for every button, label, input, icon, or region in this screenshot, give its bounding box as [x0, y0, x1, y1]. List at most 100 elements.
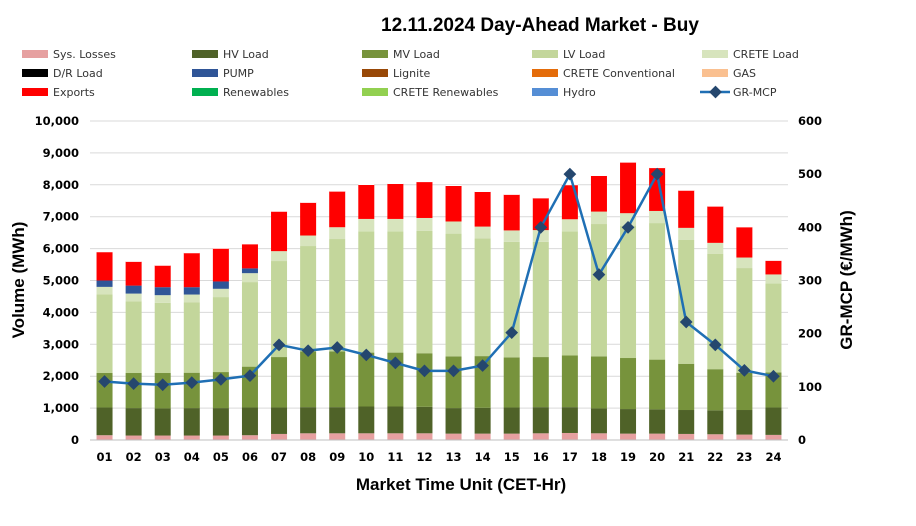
bar-hv-load [707, 410, 724, 435]
bar-exports [503, 194, 520, 231]
legend-swatch-crete-renewables [362, 88, 388, 96]
bar-hv-load [358, 406, 375, 434]
bar-lv-load [154, 302, 171, 374]
bar-hv-load [329, 407, 346, 434]
x-axis-label: Market Time Unit (CET-Hr) [356, 475, 566, 494]
bar-stack-06 [241, 243, 258, 440]
bar-stack-19 [620, 161, 637, 440]
bar-sys-losses [474, 433, 491, 440]
legend-marker-gr-mcp [709, 85, 722, 99]
bar-hv-load [416, 406, 433, 434]
legend-label-gas: GAS [733, 67, 756, 80]
legend-label-gr-mcp: GR-MCP [733, 86, 777, 99]
bar-mv-load [649, 359, 666, 410]
legend: Sys. Losses HV Load MV Load LV Load CRETE Lo… [22, 48, 799, 99]
bar-crete-load [154, 295, 171, 303]
bar-stack-09 [329, 190, 346, 440]
bar-sys-losses [736, 434, 753, 440]
y-axis-label: Volume (MWh) [9, 222, 28, 339]
bar-stack-07 [271, 210, 288, 440]
bar-sys-losses [96, 435, 113, 440]
bar-exports [707, 206, 724, 243]
bar-lv-load [678, 239, 695, 364]
legend-item-hv-load: HV Load [192, 48, 269, 61]
bar-exports [474, 191, 491, 227]
bar-mv-load [474, 356, 491, 408]
bar-exports [765, 260, 782, 275]
bar-exports [590, 175, 607, 212]
bar-exports [241, 243, 258, 269]
legend-item-hydro: Hydro [532, 86, 596, 99]
legend-swatch-lignite [362, 69, 388, 77]
bar-hv-load [183, 408, 200, 436]
bar-crete-load [445, 221, 462, 234]
bar-sys-losses [300, 433, 317, 440]
x-tick-label: 18 [591, 450, 607, 464]
bar-lv-load [125, 301, 142, 374]
legend-label-pump: PUMP [223, 67, 254, 80]
bar-sys-losses [329, 433, 346, 440]
gr-mcp-line [98, 167, 780, 392]
x-tick-label: 04 [184, 450, 200, 464]
bar-lv-load [736, 268, 753, 373]
bar-crete-load [183, 294, 200, 303]
bar-mv-load [678, 363, 695, 411]
legend-item-gr-mcp: GR-MCP [700, 85, 777, 99]
legend-item-exports: Exports [22, 86, 95, 99]
bar-sys-losses [212, 435, 229, 440]
x-tick-label: 08 [300, 450, 316, 464]
bar-crete-load [300, 235, 317, 247]
bar-mv-load [532, 357, 549, 408]
bar-sys-losses [154, 435, 171, 440]
y-tick-label: 9,000 [43, 146, 79, 160]
bar-sys-losses [416, 433, 433, 440]
bar-hv-load [561, 407, 578, 433]
bar-stack-01 [96, 251, 113, 440]
bar-lv-load [358, 231, 375, 353]
bar-sys-losses [532, 433, 549, 440]
bar-sys-losses [241, 435, 258, 440]
bar-exports [125, 261, 142, 286]
legend-swatch-exports [22, 88, 48, 96]
legend-label-sys-losses: Sys. Losses [53, 48, 116, 61]
bar-stack-20 [649, 167, 666, 440]
bar-hv-load [474, 407, 491, 434]
bar-exports [736, 226, 753, 258]
x-tick-label: 14 [475, 450, 491, 464]
bar-mv-load [620, 358, 637, 410]
chart-title: 12.11.2024 Day-Ahead Market - Buy [381, 15, 699, 36]
bar-hv-load [649, 409, 666, 434]
bar-mv-load [765, 372, 782, 408]
y-tick-label: 3,000 [43, 337, 79, 351]
x-tick-label: 12 [416, 450, 432, 464]
bar-mv-load [416, 353, 433, 407]
legend-label-d-r-load: D/R Load [53, 67, 103, 80]
gr-mcp-point [418, 364, 431, 378]
gr-mcp-point [98, 375, 111, 388]
bar-hv-load [590, 408, 607, 434]
legend-label-exports: Exports [53, 86, 95, 99]
y-tick-label: 0 [71, 433, 79, 447]
bar-exports [387, 183, 404, 219]
x-tick-label: 17 [562, 450, 578, 464]
gr-mcp-point [243, 369, 257, 383]
legend-swatch-hv-load [192, 50, 218, 58]
bar-sys-losses [503, 433, 520, 440]
legend-item-crete-renewables: CRETE Renewables [362, 86, 499, 99]
bar-stack-22 [707, 205, 724, 440]
legend-label-crete-conventional: CRETE Conventional [563, 67, 675, 80]
bar-pump [241, 268, 258, 274]
bar-mv-load [707, 369, 724, 411]
bar-stack-15 [503, 193, 520, 440]
bar-hv-load [736, 410, 753, 435]
bar-mv-load [561, 355, 578, 408]
bar-hv-load [300, 407, 317, 434]
legend-item-gas: GAS [702, 67, 756, 80]
x-tick-label: 20 [649, 450, 665, 464]
bar-stack-05 [212, 247, 229, 440]
bar-exports [154, 265, 171, 288]
legend-label-crete-renewables: CRETE Renewables [393, 86, 499, 99]
gr-mcp-point [476, 359, 489, 372]
x-tick-label: 15 [504, 450, 520, 464]
bar-pump [183, 287, 200, 295]
